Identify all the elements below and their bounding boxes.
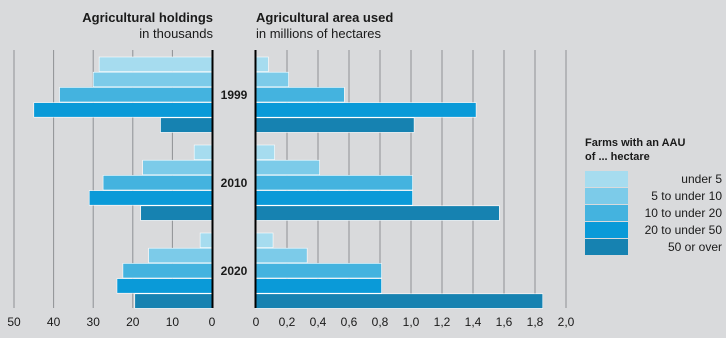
holdings-bar: [98, 56, 213, 72]
holdings-bar: [140, 205, 213, 221]
legend-swatch: [585, 222, 628, 238]
holdings-bar: [199, 232, 213, 248]
right-tick-label: 1,2: [434, 315, 451, 329]
holdings-bar: [33, 102, 213, 118]
right-tick-label: 0: [253, 315, 260, 329]
legend-title-line2: of ... hectare: [585, 151, 650, 163]
area-bar: [255, 159, 320, 176]
right-panel-subtitle: in millions of hectares: [256, 26, 381, 41]
category-label: 2010: [221, 176, 248, 190]
legend-label: 20 to under 50: [645, 223, 723, 237]
holdings-bar: [142, 159, 213, 176]
legend-swatch: [585, 205, 628, 221]
legend-title-line1: Farms with an AAU: [585, 137, 685, 149]
category-label: 1999: [221, 88, 248, 102]
area-bar: [255, 102, 477, 118]
holdings-bar: [134, 293, 213, 309]
right-tick-label: 1,4: [465, 315, 482, 329]
holdings-bar: [193, 144, 213, 160]
tick-labels: 50 40 30 20 10 0 0 0,2 0,4 0,6 0,8 1,0 1,2 1,4 1,6 1,8 2…: [7, 315, 574, 329]
left-tick-label: 40: [47, 315, 61, 329]
holdings-bar: [59, 87, 213, 103]
legend: under 5 5 to under 10 10 to under 20 20 to …: [585, 171, 722, 255]
legend-label: 10 to under 20: [645, 206, 723, 220]
right-tick-label: 0,2: [279, 315, 296, 329]
right-panel-title: Agricultural area used: [256, 10, 393, 25]
holdings-bar: [148, 247, 213, 264]
area-bar: [255, 205, 500, 221]
area-bar: [255, 263, 382, 279]
area-bar: [255, 144, 275, 160]
legend-swatch: [585, 188, 628, 204]
holdings-bar: [88, 190, 213, 206]
bar-layer: [33, 56, 544, 309]
holdings-bar: [160, 117, 213, 133]
legend-label: under 5: [681, 172, 722, 186]
area-bar: [255, 190, 413, 206]
right-tick-label: 1,0: [403, 315, 420, 329]
category-label: 2020: [221, 264, 248, 278]
area-bar: [255, 117, 415, 133]
left-tick-label: 10: [166, 315, 180, 329]
legend-swatch: [585, 239, 628, 255]
area-bar: [255, 278, 382, 294]
category-labels: 1999 2010 2020: [221, 88, 248, 278]
right-tick-label: 0,4: [310, 315, 327, 329]
axis-layer: [211, 50, 257, 308]
area-bar: [255, 56, 269, 72]
area-bar: [255, 87, 345, 103]
legend-label: 5 to under 10: [651, 189, 722, 203]
left-tick-label: 30: [87, 315, 101, 329]
left-tick-label: 50: [7, 315, 21, 329]
area-bar: [255, 71, 289, 88]
right-tick-label: 2,0: [558, 315, 575, 329]
area-bar: [255, 232, 274, 248]
holdings-bar: [116, 278, 213, 294]
area-bar: [255, 175, 413, 191]
left-tick-label: 20: [126, 315, 140, 329]
legend-label: 50 or over: [668, 240, 722, 254]
holdings-bar: [122, 263, 213, 279]
right-tick-label: 1,6: [496, 315, 513, 329]
legend-swatch: [585, 171, 628, 187]
area-bar: [255, 247, 308, 264]
right-tick-label: 0,8: [372, 315, 389, 329]
area-bar: [255, 293, 544, 309]
left-panel-title: Agricultural holdings: [82, 10, 213, 25]
left-panel-subtitle: in thousands: [139, 26, 213, 41]
holdings-bar: [102, 175, 213, 191]
right-tick-label: 0,6: [341, 315, 358, 329]
left-tick-label: 0: [209, 315, 216, 329]
right-tick-label: 1,8: [527, 315, 544, 329]
holdings-bar: [92, 71, 213, 88]
